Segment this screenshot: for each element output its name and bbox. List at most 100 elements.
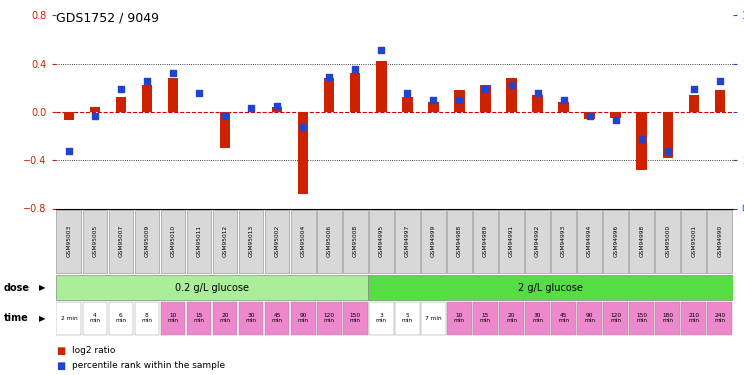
Point bbox=[298, 124, 310, 130]
Text: ■: ■ bbox=[56, 346, 65, 355]
FancyBboxPatch shape bbox=[603, 302, 628, 335]
Point bbox=[506, 82, 518, 88]
Text: GSM95011: GSM95011 bbox=[196, 225, 202, 257]
Point bbox=[714, 78, 726, 84]
Bar bbox=[585, 112, 595, 119]
FancyBboxPatch shape bbox=[682, 210, 706, 273]
FancyBboxPatch shape bbox=[421, 302, 446, 335]
Point bbox=[89, 113, 101, 119]
Text: 7 min: 7 min bbox=[425, 316, 442, 321]
Bar bbox=[220, 112, 231, 148]
Text: ▶: ▶ bbox=[39, 283, 46, 292]
FancyBboxPatch shape bbox=[291, 210, 315, 273]
Point bbox=[246, 105, 257, 111]
FancyBboxPatch shape bbox=[368, 275, 733, 300]
Point bbox=[141, 78, 153, 84]
Text: GSM94994: GSM94994 bbox=[587, 225, 592, 257]
Text: ■: ■ bbox=[56, 361, 65, 370]
Bar bbox=[559, 102, 569, 112]
Text: 10
min: 10 min bbox=[167, 314, 179, 323]
Text: GSM94989: GSM94989 bbox=[483, 225, 488, 257]
Text: GSM95010: GSM95010 bbox=[170, 225, 176, 257]
Text: GSM94995: GSM94995 bbox=[379, 225, 384, 257]
FancyBboxPatch shape bbox=[369, 210, 394, 273]
FancyBboxPatch shape bbox=[135, 302, 159, 335]
Bar bbox=[350, 74, 361, 112]
Text: 150
min: 150 min bbox=[350, 314, 361, 323]
Point bbox=[402, 90, 414, 96]
FancyBboxPatch shape bbox=[395, 210, 420, 273]
Point bbox=[610, 117, 622, 123]
Text: GSM95002: GSM95002 bbox=[275, 225, 280, 257]
Text: log2 ratio: log2 ratio bbox=[72, 346, 115, 355]
Point bbox=[350, 66, 362, 72]
FancyBboxPatch shape bbox=[421, 210, 446, 273]
Bar bbox=[403, 98, 413, 112]
Point bbox=[636, 136, 648, 142]
Text: GSM94992: GSM94992 bbox=[535, 225, 540, 257]
FancyBboxPatch shape bbox=[447, 302, 472, 335]
Text: GDS1752 / 9049: GDS1752 / 9049 bbox=[56, 11, 158, 24]
FancyBboxPatch shape bbox=[682, 302, 706, 335]
FancyBboxPatch shape bbox=[265, 302, 289, 335]
Bar bbox=[168, 78, 179, 112]
Text: 0.2 g/L glucose: 0.2 g/L glucose bbox=[175, 283, 249, 292]
FancyBboxPatch shape bbox=[187, 302, 211, 335]
Text: GSM95001: GSM95001 bbox=[691, 225, 696, 257]
Bar bbox=[507, 78, 516, 112]
FancyBboxPatch shape bbox=[629, 302, 654, 335]
Text: percentile rank within the sample: percentile rank within the sample bbox=[72, 361, 225, 370]
FancyBboxPatch shape bbox=[317, 210, 341, 273]
Text: 4
min: 4 min bbox=[89, 314, 100, 323]
Point bbox=[115, 86, 127, 92]
FancyBboxPatch shape bbox=[551, 210, 576, 273]
Text: 150
min: 150 min bbox=[636, 314, 647, 323]
Text: GSM95005: GSM95005 bbox=[92, 225, 97, 257]
Text: 20
min: 20 min bbox=[219, 314, 231, 323]
Point bbox=[324, 74, 336, 80]
Text: 20
min: 20 min bbox=[506, 314, 517, 323]
FancyBboxPatch shape bbox=[499, 302, 524, 335]
Bar bbox=[141, 86, 153, 112]
FancyBboxPatch shape bbox=[629, 210, 654, 273]
Text: GSM95007: GSM95007 bbox=[118, 225, 124, 257]
FancyBboxPatch shape bbox=[525, 302, 550, 335]
Bar bbox=[90, 107, 100, 112]
FancyBboxPatch shape bbox=[395, 302, 420, 335]
Text: GSM94988: GSM94988 bbox=[457, 225, 462, 257]
Text: 2 min: 2 min bbox=[60, 316, 77, 321]
FancyBboxPatch shape bbox=[187, 210, 211, 273]
Text: GSM95000: GSM95000 bbox=[665, 225, 670, 257]
FancyBboxPatch shape bbox=[83, 302, 107, 335]
FancyBboxPatch shape bbox=[291, 302, 315, 335]
Point bbox=[531, 90, 543, 96]
Bar bbox=[64, 112, 74, 120]
Text: 15
min: 15 min bbox=[193, 314, 205, 323]
Text: GSM95009: GSM95009 bbox=[144, 225, 150, 257]
Bar bbox=[663, 112, 673, 158]
FancyBboxPatch shape bbox=[239, 302, 263, 335]
Text: GSM95013: GSM95013 bbox=[248, 225, 254, 257]
Text: 45
min: 45 min bbox=[558, 314, 569, 323]
FancyBboxPatch shape bbox=[369, 302, 394, 335]
Text: GSM94997: GSM94997 bbox=[405, 225, 410, 257]
Text: 45
min: 45 min bbox=[272, 314, 283, 323]
Point bbox=[62, 147, 74, 154]
FancyBboxPatch shape bbox=[603, 210, 628, 273]
Text: GSM95004: GSM95004 bbox=[301, 225, 306, 257]
Point bbox=[167, 70, 179, 76]
FancyBboxPatch shape bbox=[317, 302, 341, 335]
FancyBboxPatch shape bbox=[551, 302, 576, 335]
Text: 3
min: 3 min bbox=[376, 314, 387, 323]
Text: GSM95008: GSM95008 bbox=[353, 225, 358, 257]
Text: 30
min: 30 min bbox=[246, 314, 257, 323]
FancyBboxPatch shape bbox=[343, 302, 368, 335]
Bar bbox=[116, 98, 126, 112]
FancyBboxPatch shape bbox=[239, 210, 263, 273]
FancyBboxPatch shape bbox=[57, 302, 81, 335]
Text: GSM94998: GSM94998 bbox=[639, 225, 644, 257]
Text: GSM94996: GSM94996 bbox=[613, 225, 618, 257]
FancyBboxPatch shape bbox=[213, 210, 237, 273]
Bar bbox=[715, 90, 725, 112]
Text: time: time bbox=[4, 314, 28, 323]
